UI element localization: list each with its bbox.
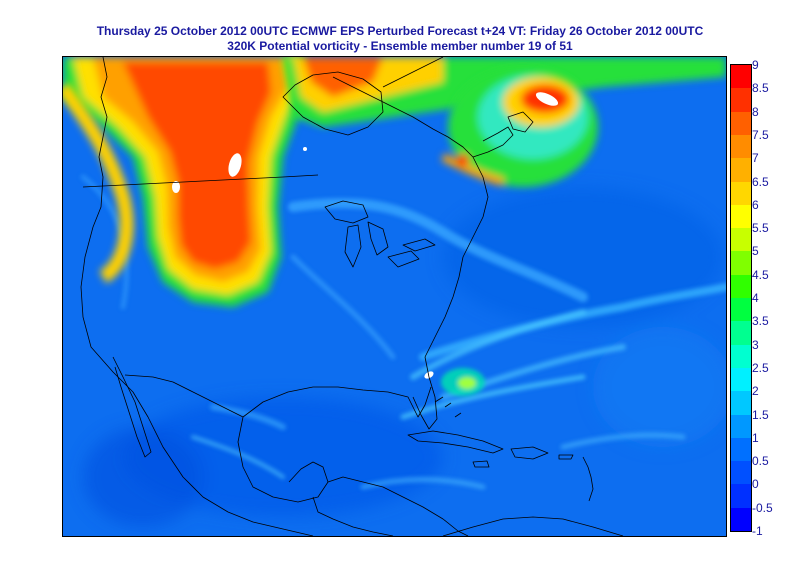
legend-swatch bbox=[731, 507, 751, 532]
map-title-line-2: 320K Potential vorticity - Ensemble memb… bbox=[227, 39, 573, 53]
legend-tick-label: 0.5 bbox=[752, 454, 769, 469]
legend-tick-label: 2 bbox=[752, 384, 759, 399]
coastlines bbox=[80, 57, 624, 536]
legend-swatch bbox=[731, 321, 751, 346]
legend-swatch bbox=[731, 228, 751, 252]
legend-swatch bbox=[731, 484, 751, 509]
legend-tick-label: 3 bbox=[752, 337, 759, 352]
legend-tick-label: 1.5 bbox=[752, 407, 769, 422]
legend-swatch bbox=[731, 414, 751, 439]
legend-tick-label: 4.5 bbox=[752, 267, 769, 282]
legend-swatch bbox=[731, 134, 751, 159]
legend-swatch bbox=[731, 437, 751, 462]
legend-swatch bbox=[731, 251, 751, 276]
legend-swatch bbox=[731, 204, 751, 229]
legend-tick-label: 7.5 bbox=[752, 127, 769, 142]
map-title-line-1: Thursday 25 October 2012 00UTC ECMWF EPS… bbox=[96, 24, 704, 38]
legend-swatch bbox=[731, 344, 751, 369]
legend-tick-label: -1 bbox=[752, 524, 763, 538]
legend-tick-label: 7 bbox=[752, 151, 759, 166]
legend-tick-label: 6.5 bbox=[752, 174, 769, 189]
legend-swatch bbox=[731, 461, 751, 485]
legend-swatch bbox=[731, 298, 751, 322]
map-panel bbox=[62, 56, 727, 537]
legend-swatch bbox=[731, 65, 751, 89]
legend-tick-label: 8.5 bbox=[752, 81, 769, 96]
legend-swatch bbox=[731, 111, 751, 136]
legend-tick-label: 5 bbox=[752, 244, 759, 259]
legend-tick-label: 4 bbox=[752, 291, 759, 305]
legend-tick-label: 0 bbox=[752, 477, 759, 492]
pv-tropical-cyclone bbox=[441, 368, 485, 396]
legend-swatch bbox=[731, 391, 751, 415]
legend-tick-label: 2.5 bbox=[752, 360, 769, 375]
legend-swatch bbox=[731, 367, 751, 392]
legend-tick-label: 6 bbox=[752, 197, 759, 212]
legend-tick-label: 9 bbox=[752, 58, 759, 72]
legend-tick-label: 1 bbox=[752, 430, 759, 445]
legend-tick-label: 8 bbox=[752, 104, 759, 119]
legend-swatch bbox=[731, 158, 751, 182]
potential-vorticity-map bbox=[63, 57, 726, 536]
legend-tick-label: 5.5 bbox=[752, 221, 769, 236]
pv-maxima bbox=[172, 92, 559, 379]
legend-swatch bbox=[731, 274, 751, 299]
legend-tick-label: -0.5 bbox=[752, 500, 773, 515]
pv-northeast-vortex bbox=[441, 67, 598, 187]
legend-swatch bbox=[731, 181, 751, 206]
legend-swatch bbox=[731, 88, 751, 113]
color-scale-legend bbox=[730, 64, 752, 532]
pv-western-trough bbox=[63, 57, 313, 307]
legend-tick-label: 3.5 bbox=[752, 314, 769, 329]
